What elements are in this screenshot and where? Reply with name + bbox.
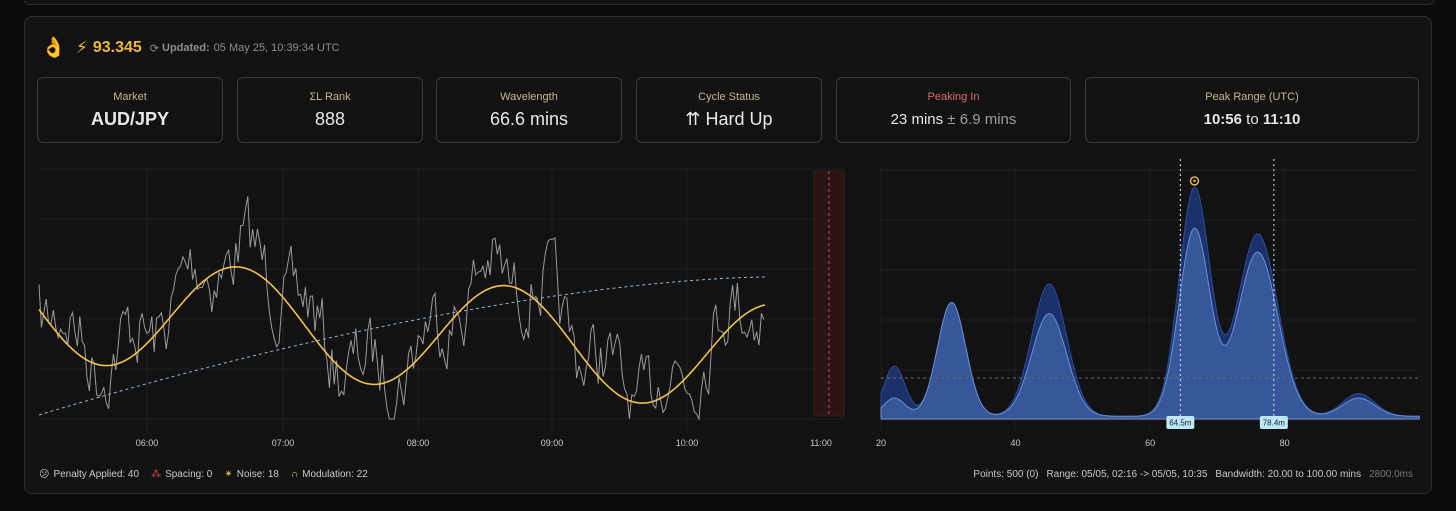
- peak-range-start: 10:56: [1203, 111, 1242, 128]
- price-line: [38, 196, 765, 421]
- wavelength-card: Wavelength 66.6 mins: [436, 77, 622, 143]
- cycle-status-value: ⇈ Hard Up: [637, 109, 821, 130]
- cycle-status-card: Cycle Status ⇈ Hard Up: [636, 77, 822, 143]
- rank-card: ΣL Rank 888: [237, 77, 423, 143]
- spacing-text: Spacing: 0: [165, 469, 213, 480]
- spacing-icon: ⁂: [151, 469, 162, 480]
- market-card: Market AUD/JPY: [37, 77, 223, 143]
- charts-area: 06:00 07:00 08:00 09:00 10:00 11:00: [38, 159, 1420, 448]
- cycle-x-tick: 08:00: [407, 438, 430, 448]
- spectrum-chart: 64.5m 78.4m 20 40 60 80: [876, 159, 1420, 448]
- wavelength-value: 66.6 mins: [489, 109, 569, 129]
- noise-stat: ✴ Noise: 18: [224, 469, 279, 480]
- cycle-chart-grid: [39, 167, 845, 432]
- modulation-icon: ∩: [290, 469, 299, 480]
- peaking-in-mins: 23 mins: [890, 111, 944, 128]
- trend-line: [38, 276, 766, 416]
- market-label: Market: [113, 91, 147, 103]
- peak-range-card: Peak Range (UTC) 10:56 to 11:10: [1085, 77, 1419, 143]
- cycle-x-tick: 06:00: [136, 438, 159, 448]
- spectrum-x-tick: 20: [876, 438, 886, 448]
- spectrum-x-tick: 40: [1011, 438, 1021, 448]
- rank-value: 888: [314, 109, 346, 129]
- current-price: 93.345: [92, 39, 142, 56]
- peak-range-label: Peak Range (UTC): [1205, 91, 1299, 103]
- band-marker-label: 78.4m: [1263, 419, 1286, 428]
- cycle-wave-line: [38, 265, 766, 404]
- peak-range-to: to: [1246, 111, 1259, 128]
- top-panel-edge: [24, 0, 1434, 5]
- range-text: Range: 05/05, 02:16 -> 05/05, 10:35: [1046, 469, 1208, 480]
- panel-header: 👌 ⚡ 93.345 ⟳ Updated: 05 May 25, 10:39:3…: [41, 37, 340, 59]
- cycle-status-text: Hard Up: [705, 109, 773, 129]
- penalty-text: Penalty Applied: 40: [53, 469, 140, 480]
- rank-label: ΣL Rank: [309, 91, 351, 103]
- noise-icon: ✴: [224, 469, 233, 480]
- cycle-panel: 👌 ⚡ 93.345 ⟳ Updated: 05 May 25, 10:39:3…: [24, 16, 1432, 494]
- cycle-x-tick: 07:00: [272, 438, 295, 448]
- spectrum-x-tick: 60: [1145, 438, 1155, 448]
- wavelength-label: Wavelength: [500, 91, 558, 103]
- peaking-in-card: Peaking In 23 mins ± 6.9 mins: [836, 77, 1071, 143]
- footer-meta: Points: 500 (0) Range: 05/05, 02:16 -> 0…: [965, 469, 1413, 480]
- market-value: AUD/JPY: [90, 109, 170, 129]
- spectrum-x-tick: 80: [1280, 438, 1290, 448]
- double-up-arrow-icon: ⇈: [685, 109, 701, 129]
- spacing-stat: ⁂ Spacing: 0: [151, 469, 212, 480]
- cycle-chart: 06:00 07:00 08:00 09:00 10:00 11:00: [38, 167, 845, 448]
- peaking-in-label: Peaking In: [927, 91, 980, 103]
- duration-text: 2800.0ms: [1369, 469, 1413, 480]
- refresh-clock-icon[interactable]: ⟳: [149, 42, 159, 55]
- noise-text: Noise: 18: [236, 469, 279, 480]
- ok-hand-icon: 👌: [41, 37, 66, 59]
- band-marker-label: 64.5m: [1169, 419, 1192, 428]
- cycle-x-tick: 11:00: [810, 438, 832, 448]
- lightning-icon: ⚡: [75, 38, 88, 57]
- modulation-text: Modulation: 22: [302, 469, 368, 480]
- dominant-peak-dot: [1193, 179, 1196, 183]
- bandwidth-text: Bandwidth: 20.00 to 100.00 mins: [1215, 469, 1362, 480]
- spectrum-chart-grid: [880, 167, 1419, 432]
- peaking-in-tolerance: ± 6.9 mins: [947, 111, 1017, 128]
- updated-label: Updated:: [162, 42, 210, 54]
- peak-range-value: 10:56 to 11:10: [1086, 111, 1418, 128]
- dominant-peak-marker: [1189, 176, 1200, 186]
- band-marker-badge: [1166, 416, 1195, 429]
- cycle-x-tick: 09:00: [541, 438, 564, 448]
- peak-range-end: 11:10: [1262, 111, 1301, 128]
- footer-stats: 😕 Penalty Applied: 40 ⁂ Spacing: 0 ✴ Noi…: [39, 469, 380, 480]
- peaking-in-value: 23 mins ± 6.9 mins: [837, 111, 1070, 128]
- cycle-x-tick: 10:00: [676, 438, 699, 448]
- penalty-stat: 😕 Penalty Applied: 40: [39, 469, 139, 480]
- cycle-status-label: Cycle Status: [698, 91, 760, 103]
- modulation-stat: ∩ Modulation: 22: [291, 469, 368, 480]
- points-text: Points: 500 (0): [973, 469, 1039, 480]
- band-marker-badge: [1259, 416, 1288, 429]
- spectrum-front-area: [880, 227, 1420, 420]
- confused-face-icon: 😕: [39, 469, 50, 480]
- updated-timestamp: 05 May 25, 10:39:34 UTC: [213, 42, 340, 54]
